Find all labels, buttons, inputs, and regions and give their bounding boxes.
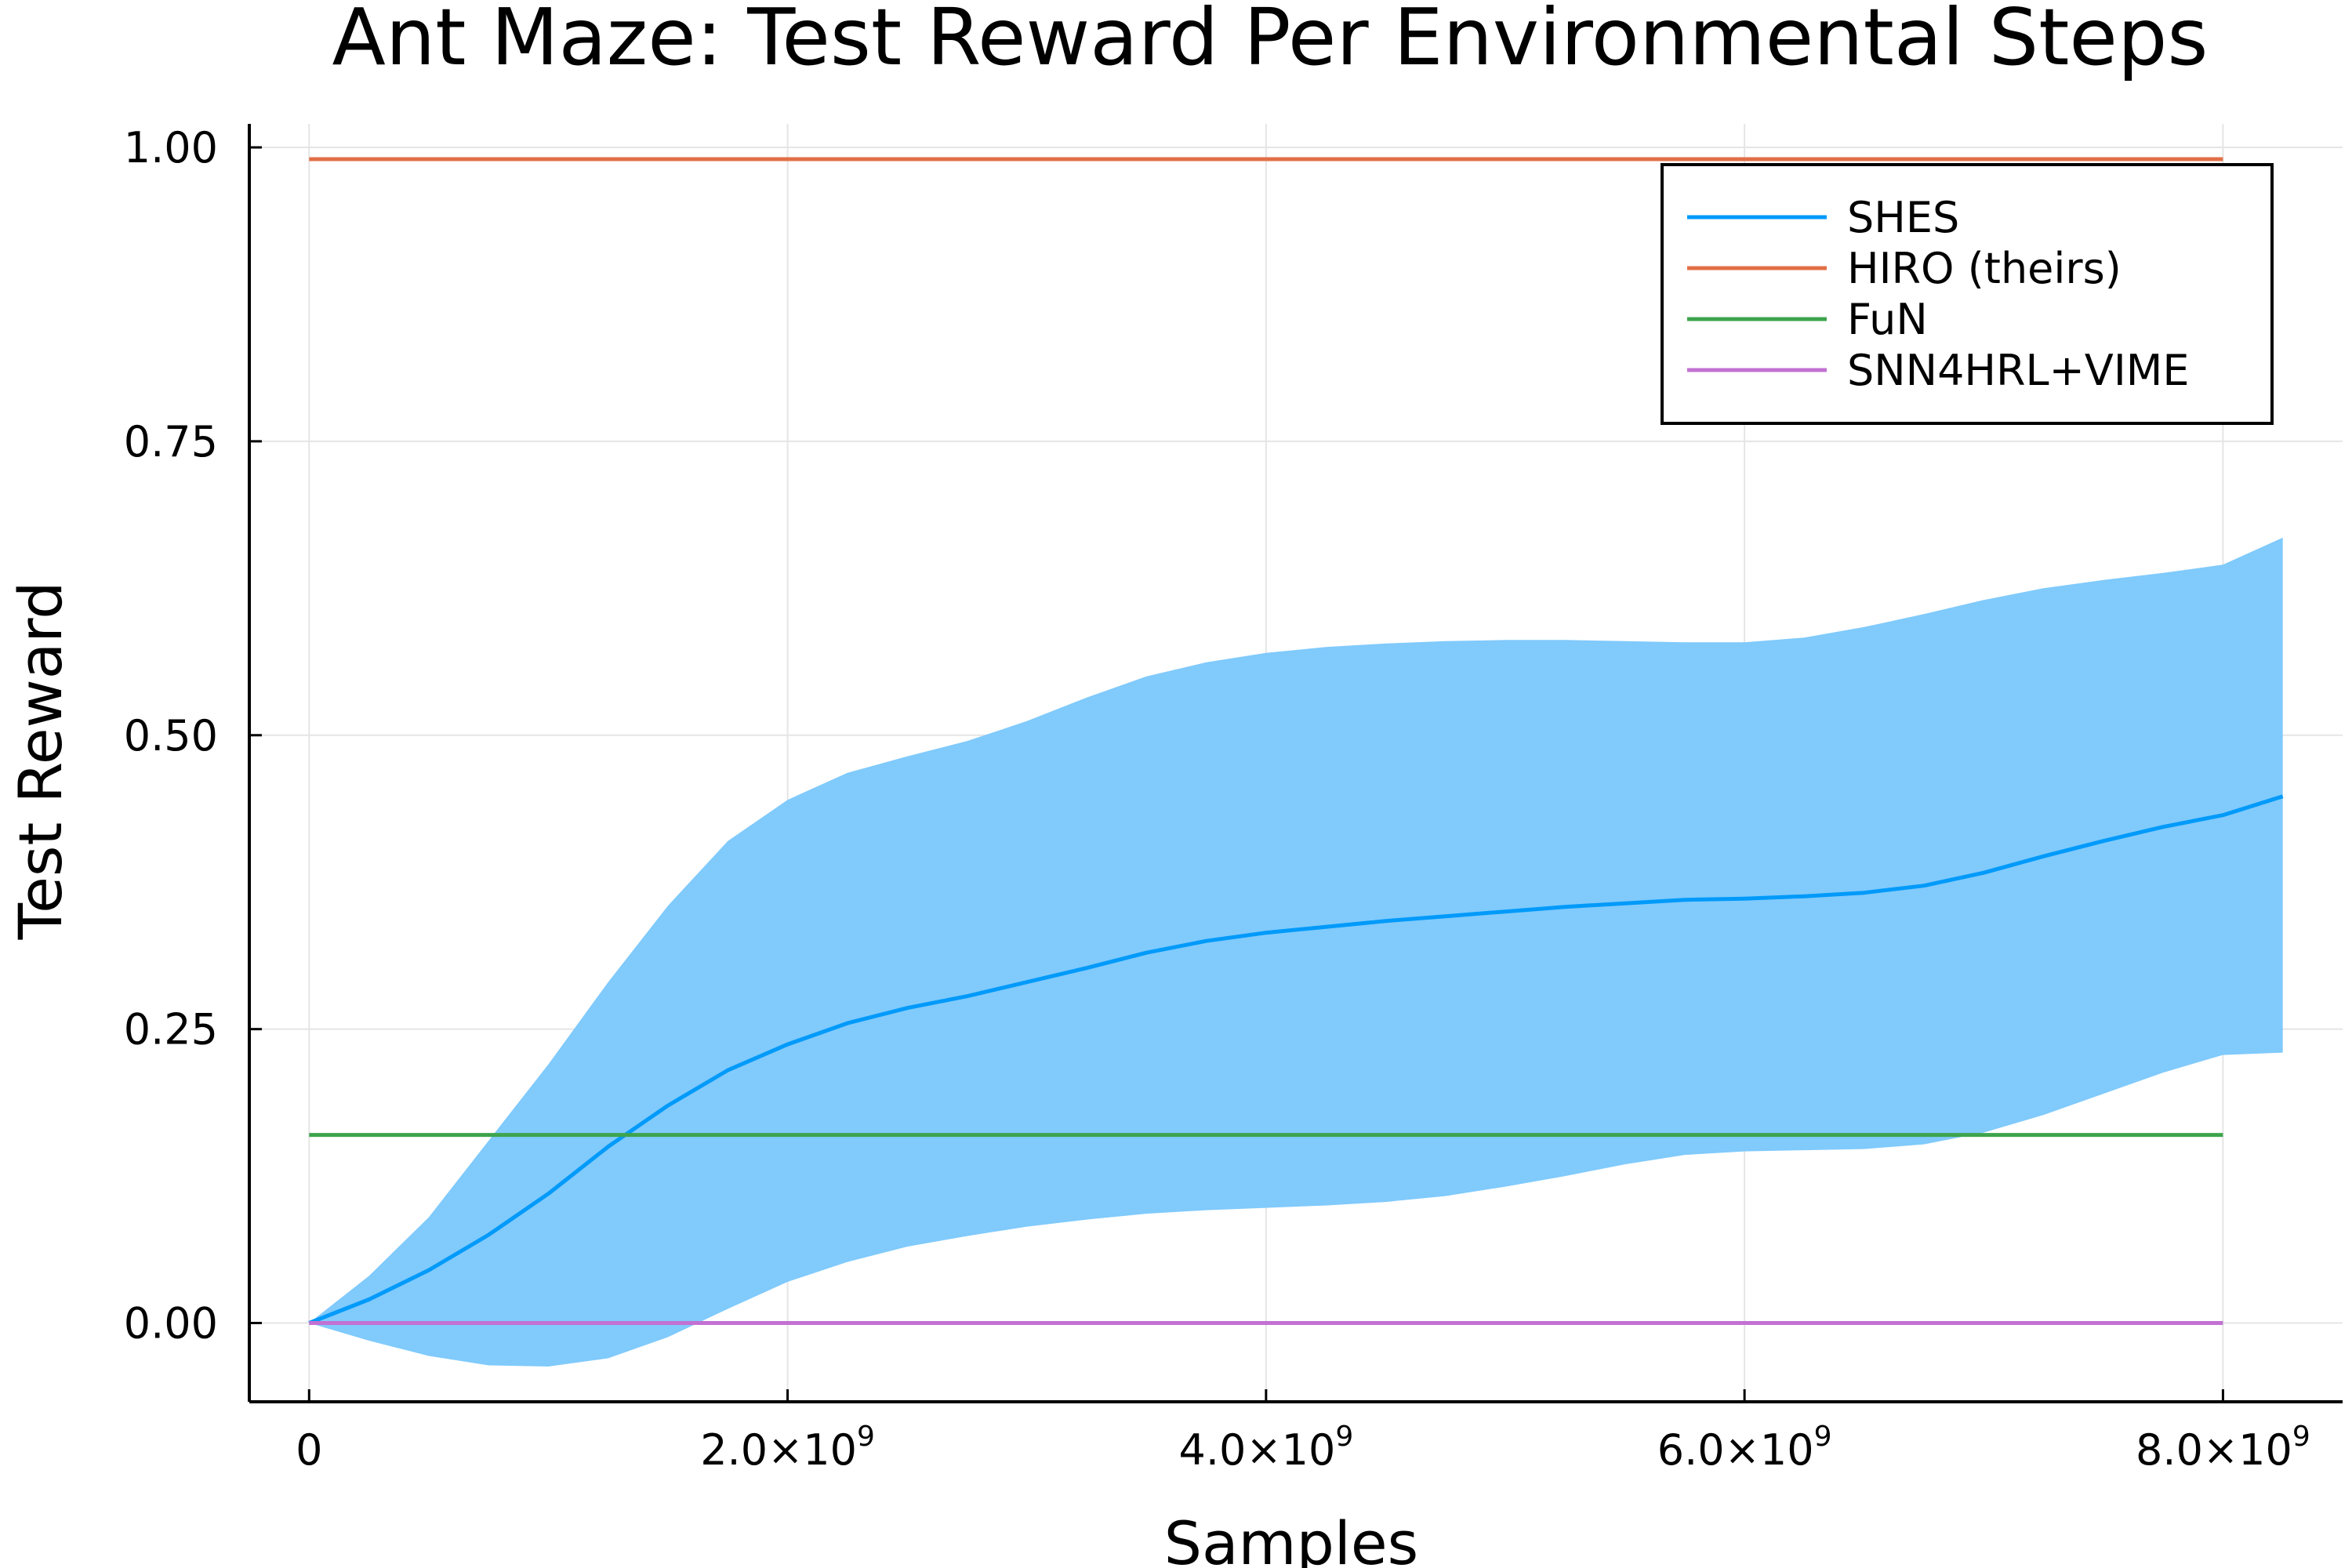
x-tick-mantissa-3: 6.0×10 [1657,1425,1814,1475]
series-band-shes [309,537,2283,1367]
x-tick-label-2: 4.0×109 [1178,1421,1353,1475]
y-tick-label-2: 0.50 [124,711,218,760]
x-tick-exponent-2: 9 [1335,1421,1353,1453]
x-tick-exponent-4: 9 [2292,1421,2310,1453]
legend-box [1661,163,2274,425]
x-tick-labels: 0 2.0×109 4.0×109 6.0×109 8.0×109 [296,1421,2310,1475]
x-tick-mantissa-4: 8.0×10 [2136,1425,2292,1475]
x-tick-exponent-3: 9 [1814,1421,1832,1453]
x-tick-mantissa-2: 4.0×10 [1178,1425,1335,1475]
y-tick-label-0: 0.00 [124,1299,218,1348]
legend-label-hiro-theirs: HIRO (theirs) [1847,244,2122,293]
x-tick-exponent-1: 9 [857,1421,875,1453]
series-line-shes [308,794,2284,1325]
x-tick-label-1: 2.0×109 [700,1421,875,1475]
legend-label-fun: FuN [1847,295,1928,344]
y-axis-label: Test Reward [5,582,75,941]
y-tick-label-3: 0.75 [124,417,218,466]
shes-band [309,537,2283,1367]
y-tick-label-4: 1.00 [124,123,218,172]
series-lines [308,157,2284,1325]
legend-label-snn4hrl-vime: SNN4HRL+VIME [1847,346,2189,395]
x-tick-label-4: 8.0×109 [2136,1421,2310,1475]
x-tick-label-0: 0 [296,1425,322,1475]
chart-title: Ant Maze: Test Reward Per Environmental … [332,0,2208,83]
y-tick-label-1: 0.25 [124,1005,218,1054]
x-axis-label: Samples [1164,1508,1419,1568]
y-tick-labels: 0.00 0.25 0.50 0.75 1.00 [124,123,218,1348]
x-tick-label-3: 6.0×109 [1657,1421,1832,1475]
legend-label-shes: SHES [1847,193,1959,242]
x-tick-mantissa-1: 2.0×10 [700,1425,857,1475]
axes [248,124,2343,1403]
